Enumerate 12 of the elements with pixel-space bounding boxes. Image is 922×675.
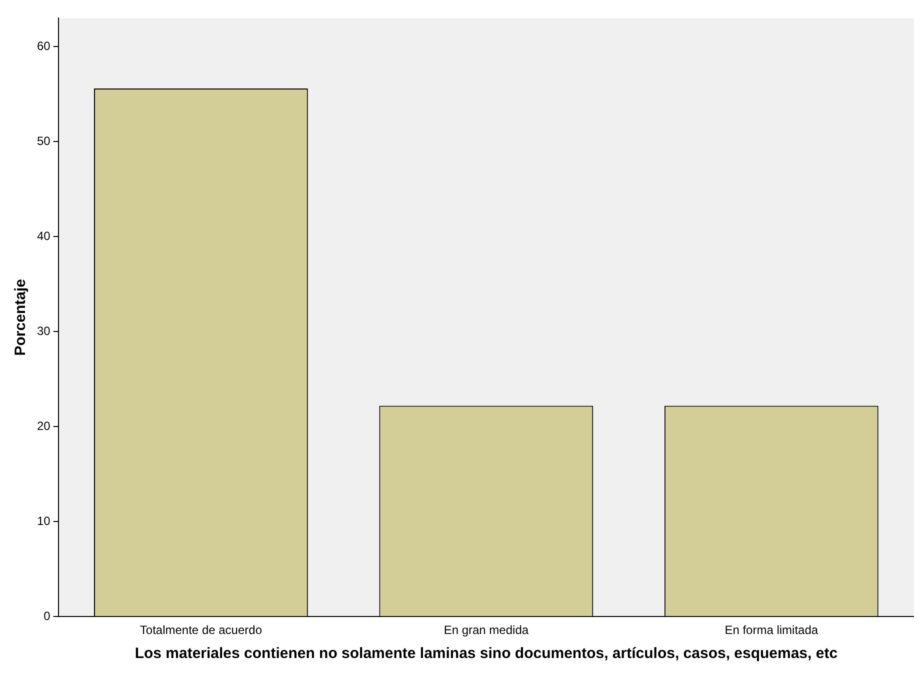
y-tick-label: 40 [36,228,51,243]
x-axis-title: Los materiales contienen no solamente laminas sino documentos, artículos, casos, esquemas, etc [134,645,838,662]
y-tick-label: 60 [36,39,51,54]
y-axis-title: Porcentaje [12,279,30,356]
x-tick-label: En gran medida [444,623,529,638]
x-tick-label: En forma limitada [724,623,818,638]
y-tick-label: 10 [36,514,51,528]
y-tick-label: 20 [36,418,51,433]
y-tick-label: 30 [36,324,51,338]
y-tick-label: 0 [44,608,51,623]
y-tick-label: 50 [36,134,51,148]
x-tick-label: Totalmente de acuerdo [140,623,262,638]
